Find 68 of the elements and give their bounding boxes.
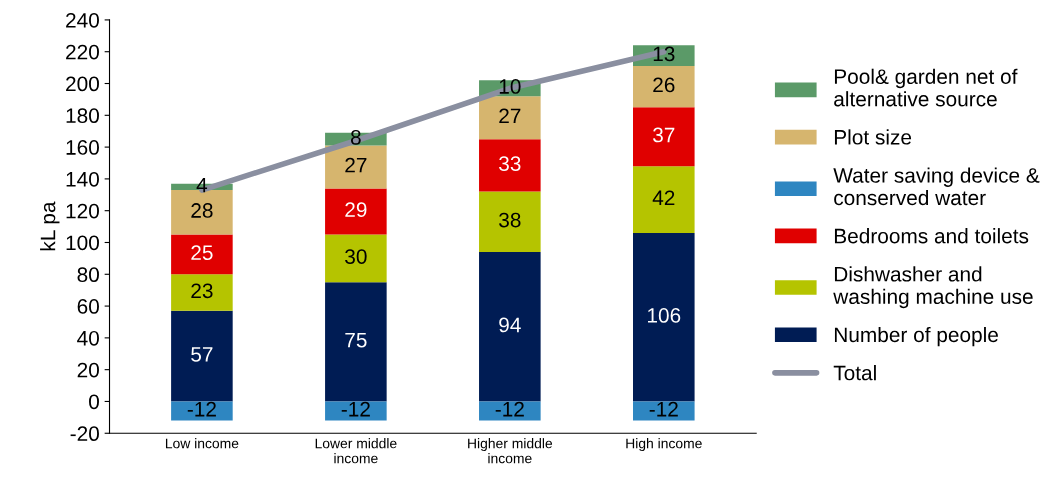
x-tick-label: Higher middle income <box>468 438 553 464</box>
bar <box>633 401 695 421</box>
y-tick-label: 140 <box>66 171 99 187</box>
data-label: -12 <box>187 401 216 417</box>
data-label: 27 <box>499 108 521 124</box>
data-label: 94 <box>499 317 521 333</box>
bar <box>325 401 387 421</box>
y-tick-label: 40 <box>77 330 99 346</box>
data-label: 42 <box>652 190 675 205</box>
bar <box>479 139 541 192</box>
legend-label: Pool& garden net of alternative source <box>834 68 1018 107</box>
data-label: 28 <box>191 203 213 218</box>
legend-label: Bedrooms and toilets <box>834 228 1029 244</box>
y-tick-label: 60 <box>77 299 99 314</box>
data-label: 30 <box>345 249 367 264</box>
bar <box>171 310 233 402</box>
data-label: -12 <box>495 401 524 417</box>
y-tick-label: -20 <box>70 426 99 442</box>
bar <box>479 401 541 421</box>
y-tick-label: 120 <box>66 203 99 219</box>
bar <box>479 191 541 253</box>
x-tick-label: Lower middle income <box>315 438 397 464</box>
data-label: 38 <box>499 212 521 228</box>
y-tick-label: 240 <box>66 12 99 28</box>
data-label: 37 <box>653 127 675 143</box>
bar <box>633 107 695 167</box>
data-label: 26 <box>653 77 675 93</box>
bar <box>171 274 233 311</box>
data-label: 29 <box>345 202 367 218</box>
data-label: 75 <box>345 332 367 348</box>
bar <box>633 166 695 233</box>
bar <box>325 282 387 402</box>
data-label: -12 <box>341 401 370 417</box>
data-label: 33 <box>499 156 521 171</box>
y-tick-label: 200 <box>66 76 99 92</box>
bar <box>633 232 695 402</box>
y-tick-label: 220 <box>66 44 99 60</box>
bar <box>479 252 541 402</box>
y-tick-label: 160 <box>66 140 99 155</box>
data-label: 27 <box>345 157 367 173</box>
data-label: 57 <box>191 347 213 362</box>
data-label: 25 <box>191 245 213 260</box>
bar <box>325 145 387 189</box>
y-axis-title: kL pa <box>40 201 60 251</box>
data-label: 106 <box>648 308 681 323</box>
bar <box>171 234 233 275</box>
data-label: 10 <box>499 79 521 94</box>
data-label: 13 <box>653 46 675 62</box>
legend-label: Water saving device & conserved water <box>833 167 1040 206</box>
data-label: -12 <box>649 401 678 417</box>
y-tick-label: 0 <box>89 394 99 410</box>
data-label: 23 <box>191 283 213 299</box>
data-label: 8 <box>350 129 361 145</box>
bar <box>325 188 387 235</box>
x-tick-label: High income <box>626 438 702 452</box>
y-tick-label: 100 <box>66 235 99 251</box>
bar <box>633 66 695 108</box>
legend-label: Total <box>833 365 876 381</box>
legend-label: Number of people <box>834 326 998 347</box>
bar <box>325 234 387 283</box>
y-tick-label: 20 <box>77 362 99 378</box>
legend-label: Dishwasher and washing machine use <box>833 266 1033 309</box>
legend-label: Plot size <box>834 129 912 145</box>
x-tick-label: Low income <box>165 438 239 449</box>
bar <box>171 401 233 421</box>
y-tick-label: 180 <box>66 108 99 124</box>
bar <box>479 96 541 140</box>
y-tick-label: 80 <box>77 267 99 283</box>
